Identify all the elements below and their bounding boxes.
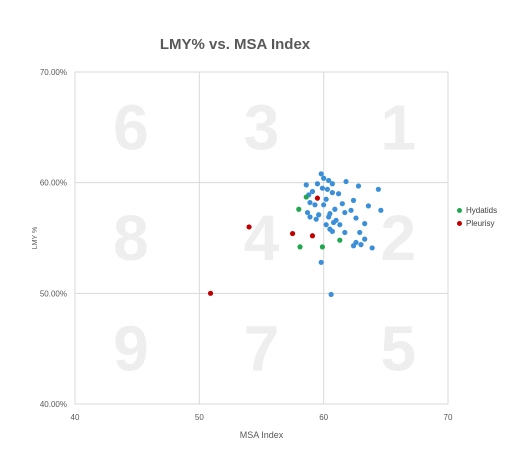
data-point [378,207,384,213]
data-point [307,199,313,206]
data-point [339,201,345,207]
quadrant-label: 3 [244,91,280,163]
data-point [297,244,303,250]
data-point [314,195,321,201]
data-point [314,181,321,187]
data-point [337,237,343,243]
data-point [328,291,334,298]
data-point [303,194,309,200]
data-point [296,206,302,212]
data-point [358,242,364,248]
data-point [342,229,348,236]
grid-layer [74,71,449,405]
data-point [348,207,354,213]
data-point [324,186,330,192]
quadrant-label: 5 [380,313,416,385]
quadrant-label: 1 [380,91,416,163]
data-point [335,191,342,197]
data-point [343,178,349,185]
data-point [375,186,381,192]
data-point-layer [207,171,384,298]
data-point [312,202,318,208]
y-tick-label: 70.00% [40,68,67,77]
axis-layer: 40 50 60 70 40.00% 50.00% 60.00% 70.00% MSA Inde… [32,68,453,440]
data-point [318,259,324,265]
y-axis-title: LMY % [32,227,39,249]
legend-label: Pleurisy [466,219,495,228]
data-point [326,177,332,184]
data-point [309,188,316,195]
legend-swatch [457,221,462,226]
data-point [289,230,296,237]
data-point [332,206,338,212]
data-point [350,243,357,249]
quadrant-label: 4 [244,202,280,274]
x-tick-label: 70 [444,413,453,422]
x-tick-label: 60 [319,413,328,422]
x-tick-label: 40 [71,413,80,422]
y-tick-label: 50.00% [40,289,67,298]
legend-swatch [457,208,462,213]
chart-title: LMY% vs. MSA Index [159,36,311,53]
legend-item: Hydatids [457,204,497,217]
x-axis-title: MSA Index [240,430,284,440]
data-point [323,196,329,202]
data-point [329,181,335,187]
quadrant-label: 6 [113,91,149,163]
legend-label: Hydatids [466,206,498,215]
data-point [329,190,335,196]
data-point [365,203,372,209]
data-point [313,216,319,222]
data-point [329,228,335,234]
data-point [362,221,368,227]
quadrant-label: 7 [244,313,280,385]
quadrant-label: 9 [113,313,149,385]
data-point [207,290,214,296]
x-tick-label: 50 [195,413,204,422]
data-point [318,171,324,177]
data-point [316,212,322,218]
data-point [342,209,348,216]
data-point [357,229,363,236]
data-point [304,209,311,216]
data-point [321,175,327,181]
data-point [350,197,357,203]
legend-item: Pleurisy [457,217,497,230]
data-point [323,222,329,228]
data-point [355,183,362,189]
data-point [321,202,327,208]
quadrant-label-layer: 6 3 1 8 4 2 9 7 5 [113,91,416,384]
data-point [319,185,326,191]
data-point [246,224,252,230]
y-tick-label: 40.00% [40,400,67,409]
data-point [303,182,309,188]
quadrant-label: 2 [380,202,416,274]
data-point [362,236,368,242]
y-tick-label: 60.00% [40,179,67,188]
data-point [319,244,326,250]
quadrant-label: 8 [113,202,149,274]
data-point [309,233,316,239]
data-point [353,215,359,221]
chart-legend: Hydatids Pleurisy [457,204,497,230]
data-point [326,214,332,220]
data-point [307,214,313,220]
data-point [337,222,343,228]
data-point [331,219,337,226]
data-point [369,245,375,251]
